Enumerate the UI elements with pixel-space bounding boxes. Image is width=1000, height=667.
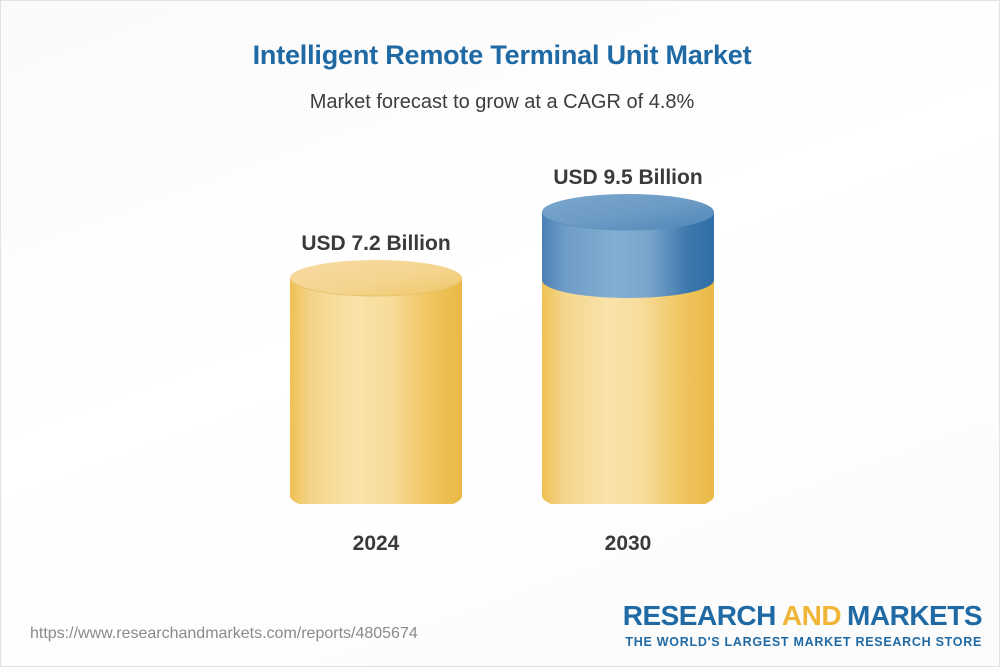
research-and-markets-logo[interactable]: RESEARCH AND MARKETS THE WORLD'S LARGEST M… bbox=[622, 600, 983, 650]
bar-group-2030: USD 9.5 Billion bbox=[498, 142, 758, 562]
logo-word-markets: MARKETS bbox=[847, 600, 982, 631]
logo-tagline: THE WORLD'S LARGEST MARKET RESEARCH STOR… bbox=[625, 635, 982, 649]
logo-word-research: RESEARCH bbox=[622, 600, 777, 631]
data-label-2024: USD 7.2 Billion bbox=[301, 232, 451, 255]
logo-word-and: AND bbox=[781, 600, 842, 631]
category-label-2024: 2024 bbox=[352, 532, 400, 555]
logo-wordmark: RESEARCH AND MARKETS bbox=[622, 600, 983, 631]
source-url[interactable]: https://www.researchandmarkets.com/repor… bbox=[30, 625, 418, 642]
cylinder-2030 bbox=[542, 194, 714, 504]
category-label-2030: 2030 bbox=[604, 532, 652, 555]
cylinder-2024 bbox=[290, 260, 462, 504]
chart-subtitle: Market forecast to grow at a CAGR of 4.8… bbox=[309, 91, 695, 113]
data-label-2030: USD 9.5 Billion bbox=[553, 166, 703, 189]
bar-group-2024: USD 7.2 Billion bbox=[246, 142, 506, 562]
plot-area: USD 7.2 Billion bbox=[2, 2, 999, 602]
page-title: Intelligent Remote Terminal Unit Market bbox=[252, 40, 752, 70]
